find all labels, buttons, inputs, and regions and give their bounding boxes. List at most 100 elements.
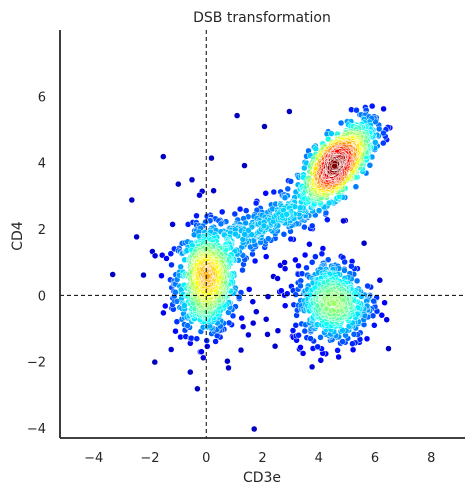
data-point <box>260 222 268 230</box>
data-point <box>231 210 239 218</box>
y-tick-label: −4 <box>27 422 46 437</box>
data-point <box>196 191 203 199</box>
x-tick-label: 6 <box>371 451 379 466</box>
data-point <box>177 263 184 271</box>
data-point <box>297 204 304 212</box>
data-point <box>245 286 253 293</box>
data-point <box>181 302 188 309</box>
data-point <box>224 357 231 365</box>
data-point <box>160 309 167 317</box>
data-point <box>330 300 338 307</box>
data-point <box>371 322 378 329</box>
data-point <box>265 235 272 242</box>
data-point <box>350 331 358 338</box>
data-point <box>262 316 270 323</box>
data-point <box>237 346 245 354</box>
y-axis-label: CD4 <box>10 221 26 251</box>
y-tick-label: 2 <box>38 223 46 238</box>
data-point <box>292 291 300 298</box>
data-point <box>278 287 285 294</box>
data-point <box>380 139 387 147</box>
y-tick-label: 0 <box>38 289 46 304</box>
data-point <box>334 347 341 354</box>
y-tick-label: −2 <box>27 356 46 371</box>
data-point <box>349 346 357 354</box>
data-point <box>287 178 295 185</box>
data-point <box>239 323 247 330</box>
data-point <box>307 335 314 342</box>
data-point <box>168 261 175 269</box>
data-point <box>250 425 258 433</box>
data-point <box>241 162 248 169</box>
data-point <box>284 185 292 193</box>
data-point <box>295 331 302 339</box>
data-point <box>198 348 205 355</box>
data-point <box>167 250 175 257</box>
data-point <box>331 162 338 170</box>
data-point <box>245 227 252 234</box>
data-point <box>233 112 241 119</box>
data-point <box>163 255 170 262</box>
data-point <box>325 199 333 207</box>
data-point <box>172 289 179 296</box>
data-point <box>380 105 387 113</box>
data-point <box>315 207 323 214</box>
data-point <box>238 314 245 322</box>
data-point <box>270 188 278 196</box>
data-point <box>169 221 176 228</box>
data-point <box>375 125 383 133</box>
data-point <box>295 262 302 270</box>
data-point <box>341 267 348 274</box>
data-point <box>187 368 194 376</box>
data-point <box>314 343 321 351</box>
data-point <box>128 196 136 204</box>
data-point <box>341 258 348 266</box>
data-point <box>193 212 200 220</box>
data-point <box>241 231 248 238</box>
data-point <box>253 308 260 315</box>
x-axis-label: CD3e <box>243 470 281 486</box>
data-point <box>360 239 368 247</box>
data-point <box>225 364 232 372</box>
data-point <box>308 363 316 371</box>
data-point <box>281 265 289 272</box>
data-point <box>184 322 191 329</box>
data-point <box>301 223 308 231</box>
data-point <box>370 297 377 305</box>
data-point <box>317 334 324 341</box>
chart-title: DSB transformation <box>193 10 331 26</box>
data-point <box>286 108 293 115</box>
data-point <box>335 353 342 361</box>
data-point <box>229 312 237 320</box>
data-point <box>348 262 355 270</box>
data-point <box>274 275 281 282</box>
data-point <box>217 220 225 228</box>
data-point <box>383 316 390 323</box>
data-point <box>140 271 147 279</box>
x-tick-label: 4 <box>315 451 323 466</box>
data-point <box>368 102 376 110</box>
data-point <box>208 154 215 162</box>
data-point <box>312 145 319 153</box>
data-point <box>328 130 335 137</box>
data-point <box>287 235 295 243</box>
data-point <box>188 334 195 342</box>
data-point <box>337 119 345 127</box>
data-point <box>353 106 360 114</box>
data-point <box>264 331 271 338</box>
data-point <box>225 319 233 327</box>
x-tick-label: −2 <box>140 451 159 466</box>
data-point <box>218 208 226 216</box>
data-point <box>297 282 304 290</box>
data-point <box>292 256 299 264</box>
data-point <box>363 335 371 343</box>
data-point <box>298 270 306 277</box>
data-point <box>308 222 316 230</box>
data-point <box>308 259 316 266</box>
data-point <box>264 293 272 300</box>
x-axis-ticks: −4 −2 0 2 4 6 8 <box>84 451 435 466</box>
data-point <box>306 240 313 248</box>
data-point <box>271 342 279 350</box>
data-point <box>245 331 252 339</box>
data-point <box>204 273 211 280</box>
